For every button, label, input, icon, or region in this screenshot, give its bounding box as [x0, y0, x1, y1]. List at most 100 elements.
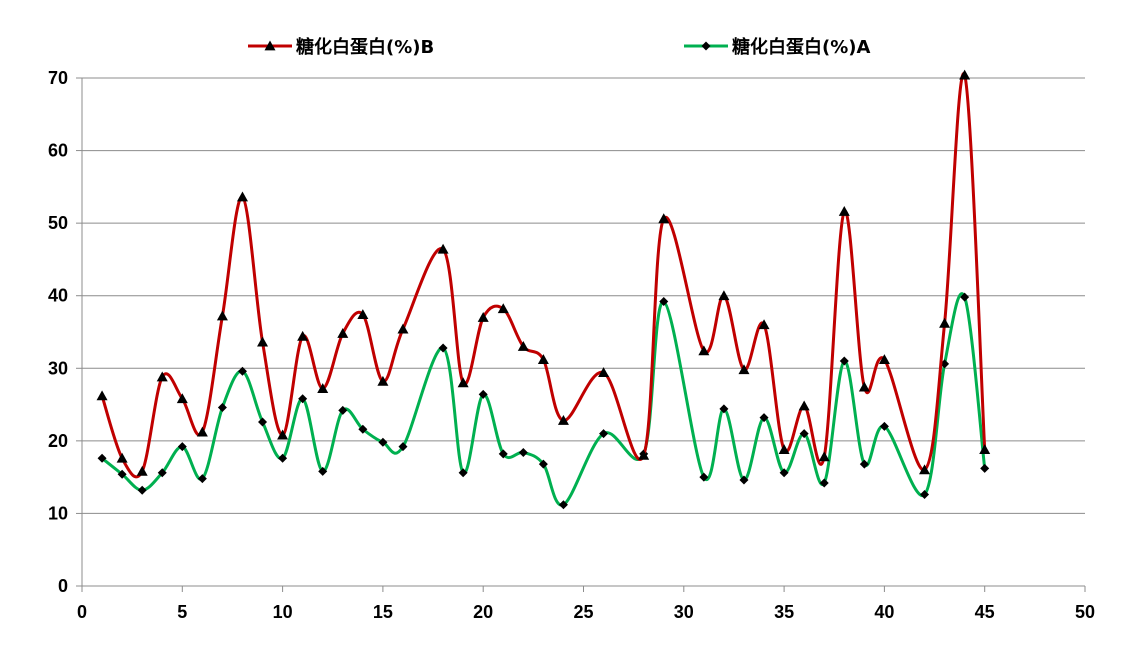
data-point: [176, 393, 188, 404]
data-point: [216, 310, 228, 321]
data-point: [318, 466, 328, 476]
data-point: [719, 404, 729, 414]
x-tick-label: 40: [874, 602, 894, 622]
x-tick-label: 30: [674, 602, 694, 622]
x-tick-label: 10: [273, 602, 293, 622]
data-point: [397, 323, 409, 334]
axes: 0 10 20 30 40 50 60 70 0 5 10 15 20 25 30 35 40 45 50: [48, 68, 1095, 622]
data-point: [598, 367, 610, 378]
data-point: [599, 429, 609, 439]
data-point: [537, 354, 549, 364]
data-point: [298, 394, 308, 404]
data-point: [658, 213, 670, 224]
data-point: [257, 336, 269, 347]
data-point: [517, 341, 529, 351]
data-point: [979, 444, 991, 454]
x-tick-label: 45: [975, 602, 995, 622]
data-point: [498, 449, 508, 459]
data-point: [557, 415, 569, 425]
series: [96, 69, 991, 510]
data-point: [739, 475, 749, 485]
data-point: [297, 330, 309, 341]
y-tick-label: 0: [58, 576, 68, 596]
data-point: [477, 311, 489, 322]
data-point: [518, 447, 528, 457]
data-point: [157, 468, 167, 478]
data-point: [738, 364, 750, 375]
data-point: [398, 442, 408, 452]
y-tick-label: 30: [48, 358, 68, 378]
legend: 糖化白蛋白(%)B 糖化白蛋白(%)A: [248, 36, 870, 58]
data-point: [278, 453, 288, 463]
data-point: [959, 69, 971, 80]
x-tick-label: 35: [774, 602, 794, 622]
legend-item: 糖化白蛋白(%)B: [248, 36, 434, 58]
data-point: [859, 459, 869, 469]
data-point: [177, 442, 187, 452]
data-point: [458, 468, 468, 478]
data-point: [819, 478, 829, 488]
x-tick-label: 25: [573, 602, 593, 622]
y-tick-label: 60: [48, 141, 68, 161]
data-point: [438, 343, 448, 353]
data-point: [258, 417, 268, 427]
x-tick-label: 20: [473, 602, 493, 622]
data-point: [878, 354, 890, 364]
data-point: [358, 424, 368, 434]
data-point: [659, 297, 669, 307]
data-point: [457, 377, 469, 388]
data-point: [558, 500, 568, 510]
legend-marker: [701, 41, 711, 51]
data-point: [838, 206, 850, 216]
data-point: [116, 452, 128, 463]
data-point: [980, 463, 990, 473]
data-point: [638, 449, 650, 460]
data-point: [437, 243, 449, 254]
data-point: [338, 405, 348, 415]
data-point: [858, 381, 870, 392]
y-tick-label: 50: [48, 213, 68, 233]
x-tick-label: 0: [77, 602, 87, 622]
data-point: [237, 366, 247, 376]
series-line: [100, 292, 987, 507]
data-point: [939, 317, 951, 328]
data-point: [378, 437, 388, 447]
series-group: [97, 292, 990, 510]
series-group: [96, 69, 991, 479]
data-point: [478, 389, 488, 399]
data-point: [699, 472, 709, 482]
data-point: [799, 429, 809, 439]
data-point: [156, 371, 168, 382]
legend-label: 糖化白蛋白(%)B: [296, 36, 434, 58]
data-point: [960, 292, 970, 302]
data-point: [117, 469, 127, 479]
series-line: [100, 72, 987, 479]
data-point: [879, 421, 889, 431]
data-point: [818, 451, 830, 462]
y-tick-label: 10: [48, 503, 68, 523]
data-point: [920, 490, 930, 500]
data-point: [778, 444, 790, 454]
data-point: [97, 453, 107, 463]
data-point: [839, 356, 849, 366]
x-tick-label: 50: [1075, 602, 1095, 622]
data-point: [758, 319, 770, 330]
data-point: [357, 309, 369, 319]
legend-label: 糖化白蛋白(%)A: [732, 36, 870, 58]
data-point: [277, 429, 289, 440]
data-point: [236, 191, 248, 202]
data-point: [196, 426, 208, 437]
data-point: [718, 290, 730, 301]
data-point: [798, 400, 810, 411]
data-point: [698, 345, 710, 356]
y-tick-label: 40: [48, 286, 68, 306]
data-point: [337, 327, 349, 338]
data-point: [217, 402, 227, 412]
data-point: [497, 303, 509, 314]
data-point: [779, 468, 789, 478]
data-point: [759, 413, 769, 423]
legend-item: 糖化白蛋白(%)A: [684, 36, 870, 58]
data-point: [377, 375, 389, 386]
data-point: [136, 465, 148, 476]
